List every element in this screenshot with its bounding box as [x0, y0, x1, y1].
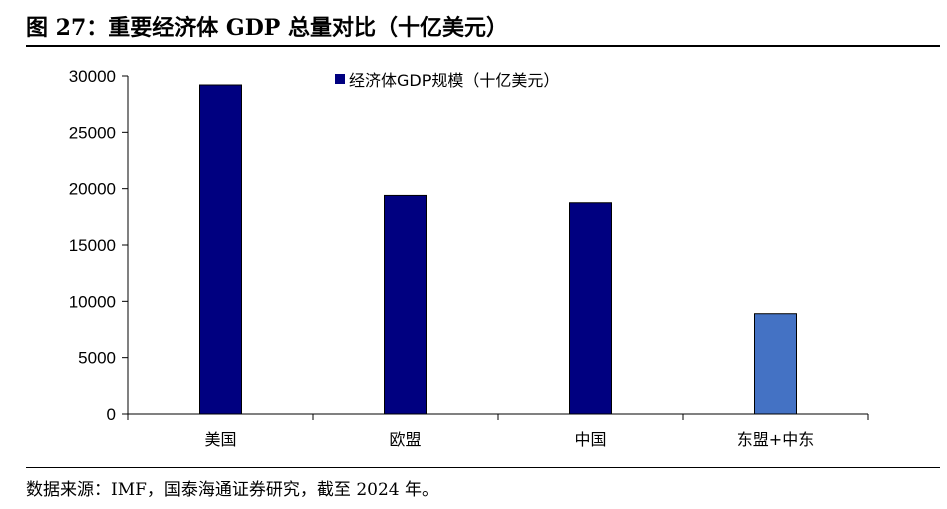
y-tick-label: 0 — [107, 405, 116, 424]
y-tick-label: 10000 — [69, 292, 116, 311]
y-tick-label: 20000 — [69, 180, 116, 199]
legend-swatch — [335, 74, 345, 84]
bar — [199, 84, 242, 415]
bar — [754, 313, 797, 415]
bar — [569, 202, 612, 415]
x-axis: 美国 欧盟 中国 东盟+中东 — [127, 413, 869, 449]
bars — [199, 84, 797, 415]
x-tick-label: 中国 — [574, 430, 606, 449]
x-tick-label: 欧盟 — [389, 430, 421, 449]
y-tick-label: 5000 — [78, 349, 116, 368]
legend-label: 经济体GDP规模（十亿美元） — [349, 71, 559, 90]
y-axis: 0 5000 10000 15000 20000 25000 30000 — [69, 67, 129, 424]
legend: 经济体GDP规模（十亿美元） — [335, 71, 559, 90]
figure-title: 图 27：重要经济体 GDP 总量对比（十亿美元） — [26, 15, 509, 41]
x-tick-label: 东盟+中东 — [737, 430, 814, 449]
title-divider — [26, 45, 940, 47]
source-divider — [26, 467, 940, 468]
y-tick-label: 25000 — [69, 123, 116, 142]
bar — [384, 194, 427, 415]
y-tick-label: 30000 — [69, 67, 116, 86]
y-tick-label: 15000 — [69, 236, 116, 255]
source-note: 数据来源：IMF，国泰海通证券研究，截至 2024 年。 — [26, 480, 439, 500]
x-tick-label: 美国 — [204, 430, 236, 449]
